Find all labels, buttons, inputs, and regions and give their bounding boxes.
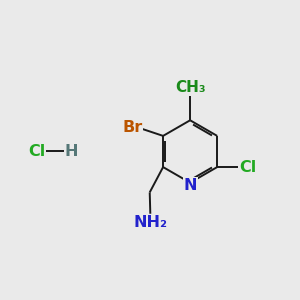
Text: CH₃: CH₃: [175, 80, 206, 95]
Text: Br: Br: [122, 120, 142, 135]
Text: Cl: Cl: [28, 144, 45, 159]
Text: N: N: [183, 178, 197, 193]
Text: NH₂: NH₂: [134, 214, 168, 230]
Text: Cl: Cl: [239, 160, 256, 175]
Text: H: H: [64, 144, 78, 159]
